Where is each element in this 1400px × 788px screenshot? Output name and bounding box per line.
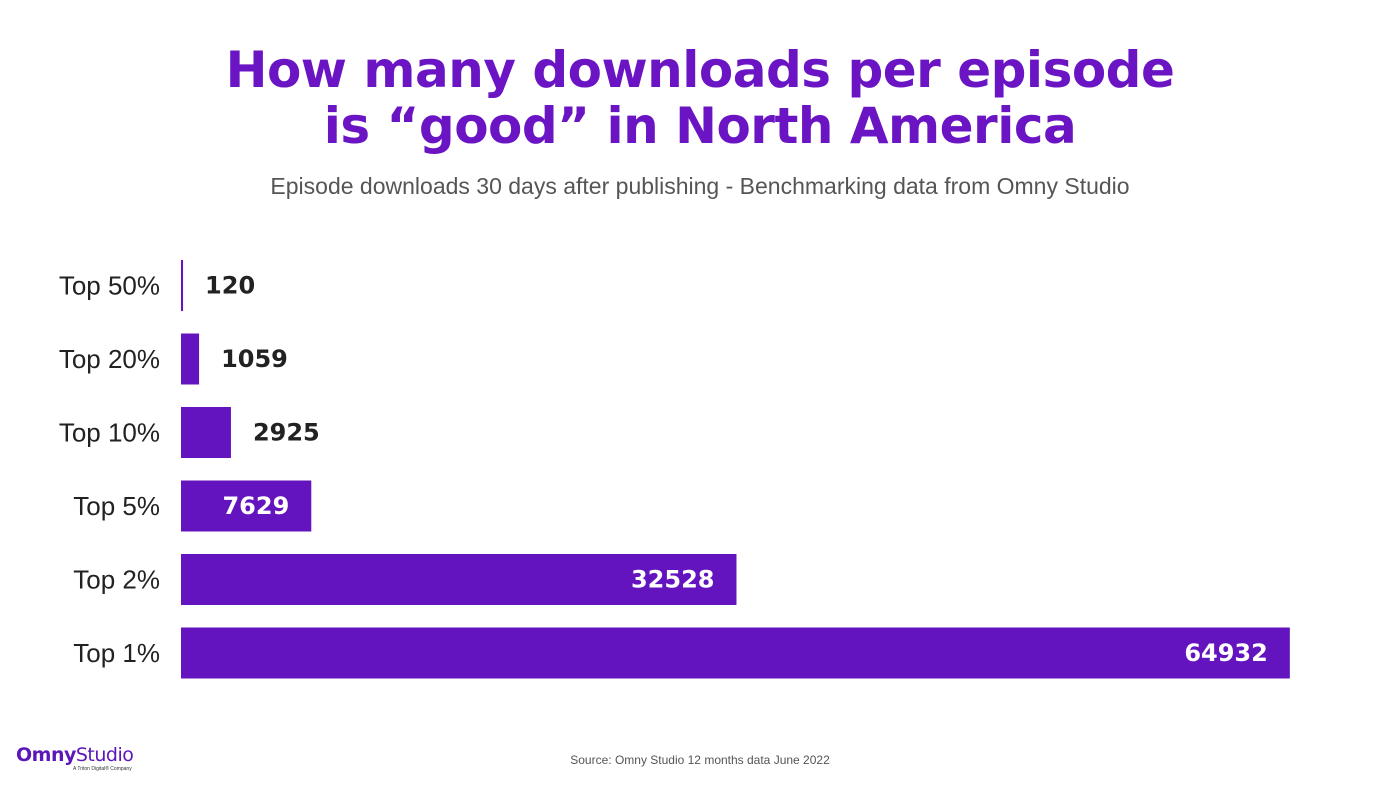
category-label-top-5pct: Top 5% xyxy=(73,491,160,521)
value-label-top-10pct: 2925 xyxy=(253,419,320,447)
logo-brand-part2: Studio xyxy=(75,744,134,766)
logo-tagline: A Triton Digital® Company xyxy=(73,766,132,772)
chart-title-line-1: How many downloads per episode xyxy=(225,41,1175,99)
category-label-top-10pct: Top 10% xyxy=(59,418,160,448)
bar-top-20pct xyxy=(181,333,200,385)
category-label-top-1pct: Top 1% xyxy=(73,638,160,668)
category-label-top-20pct: Top 20% xyxy=(59,344,160,374)
chart-subtitle: Episode downloads 30 days after publishi… xyxy=(270,173,1130,199)
value-label-top-5pct: 7629 xyxy=(222,492,289,520)
logo-brand-part1: Omny xyxy=(16,744,76,766)
category-label-top-50pct: Top 50% xyxy=(59,271,160,301)
bar-top-5pct xyxy=(181,480,312,532)
value-label-top-50pct: 120 xyxy=(205,272,255,300)
bar-chart: Top 50% 120 Top 20% 1059 Top 10% 2925 Top 5% 76… xyxy=(59,260,1290,679)
chart-title: How many downloads per episode is “good”… xyxy=(0,42,1400,154)
bar-top-50pct xyxy=(181,260,184,311)
bar-top-2pct xyxy=(181,554,737,605)
logo-wordmark: OmnyStudio xyxy=(16,744,134,766)
source-note: Source: Omny Studio 12 months data June … xyxy=(570,753,830,767)
category-label-top-2pct: Top 2% xyxy=(73,565,160,595)
value-label-top-1pct: 64932 xyxy=(1184,639,1268,667)
value-label-top-2pct: 32528 xyxy=(631,566,715,594)
bar-top-1pct xyxy=(181,627,1290,679)
value-label-top-20pct: 1059 xyxy=(221,345,288,373)
bar-top-10pct xyxy=(181,407,231,458)
chart-title-line-2: is “good” in North America xyxy=(323,97,1077,155)
omny-studio-logo: OmnyStudio A Triton Digital® Company xyxy=(16,744,146,778)
